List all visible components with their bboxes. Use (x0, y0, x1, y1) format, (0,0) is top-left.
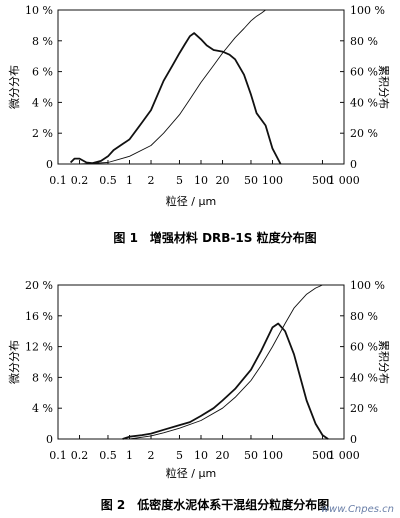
plot-frame (57, 9, 345, 165)
y-right-tick-label: 0 (350, 158, 357, 171)
cumulative-distribution-line (79, 9, 266, 165)
cumulative-distribution-line (129, 284, 333, 440)
y-right-tick-label: 100 % (350, 4, 385, 17)
x-tick-label: 0.2 (71, 174, 89, 187)
y-left-tick-label: 0 (46, 433, 53, 446)
y-right-axis-label: 累积分布 (377, 65, 390, 109)
x-tick-label: 20 (216, 174, 230, 187)
y-right-tick-label: 40 % (350, 96, 378, 109)
y-left-tick-label: 20 % (25, 279, 53, 292)
y-right-tick-label: 80 % (350, 310, 378, 323)
differential-distribution-line (122, 322, 329, 440)
chart2: 图 2 低密度水泥体系干混组分粒度分布图 0.1 0.2 0.5 1 2 5 10 20 50 1… (7, 279, 390, 512)
x-tick-label: 10 (194, 174, 208, 187)
y-right-tick-label: 20 % (350, 402, 378, 415)
x-tick-label: 2 (148, 174, 155, 187)
x-tick-label: 0.1 (49, 449, 67, 462)
y-left-tick-label: 8 % (32, 35, 53, 48)
y-left-tick-label: 0 (46, 158, 53, 171)
x-tick-label: 10 (194, 449, 208, 462)
y-left-axis-label: 微分分布 (7, 65, 21, 109)
x-axis-label: 粒径 / μm (166, 466, 216, 480)
x-axis-label: 粒径 / μm (166, 194, 216, 208)
y-right-axis-label: 累积分布 (377, 340, 390, 384)
y-right-tick-label: 0 (350, 433, 357, 446)
x-tick-label: 100 (262, 449, 283, 462)
x-tick-label: 500 (312, 449, 333, 462)
y-right-tick-label: 60 % (350, 341, 378, 354)
differential-distribution-line (69, 32, 282, 165)
x-tick-label: 100 (262, 174, 283, 187)
x-tick-label: 0.2 (71, 449, 89, 462)
x-tick-label: 0.5 (99, 174, 117, 187)
chart1: 图 1 增强材料 DRB-1S 粒度分布图 0.1 0.2 0.5 1 2 5 10 20 50… (7, 4, 390, 245)
x-tick-label: 1 (126, 449, 133, 462)
x-tick-label: 1 (126, 174, 133, 187)
y-left-axis-label: 微分分布 (7, 340, 21, 384)
y-right-tick-label: 60 % (350, 66, 378, 79)
x-tick-label: 5 (176, 449, 183, 462)
y-right-tick-label: 40 % (350, 371, 378, 384)
x-tick-label: 1 000 (328, 449, 360, 462)
y-left-tick-label: 4 % (32, 402, 53, 415)
y-left-tick-label: 4 % (32, 96, 53, 109)
x-tick-label: 50 (244, 174, 258, 187)
y-right-tick-label: 80 % (350, 35, 378, 48)
x-tick-label: 500 (312, 174, 333, 187)
watermark: www.Cnpes.cn (321, 504, 394, 515)
x-tick-label: 2 (148, 449, 155, 462)
chart1-caption: 图 1 增强材料 DRB-1S 粒度分布图 (113, 230, 316, 245)
x-tick-label: 50 (244, 449, 258, 462)
y-right-tick-label: 20 % (350, 127, 378, 140)
y-left-tick-label: 12 % (25, 341, 53, 354)
y-left-tick-label: 16 % (25, 310, 53, 323)
y-left-tick-label: 6 % (32, 66, 53, 79)
y-left-tick-label: 10 % (25, 4, 53, 17)
y-right-tick-label: 100 % (350, 279, 385, 292)
x-tick-label: 5 (176, 174, 183, 187)
chart2-caption: 图 2 低密度水泥体系干混组分粒度分布图 (101, 497, 330, 512)
x-tick-label: 0.1 (49, 174, 67, 187)
x-tick-label: 20 (216, 449, 230, 462)
x-tick-label: 0.5 (99, 449, 117, 462)
x-tick-label: 1 000 (328, 174, 360, 187)
y-left-tick-label: 8 % (32, 371, 53, 384)
y-left-tick-label: 2 % (32, 127, 53, 140)
